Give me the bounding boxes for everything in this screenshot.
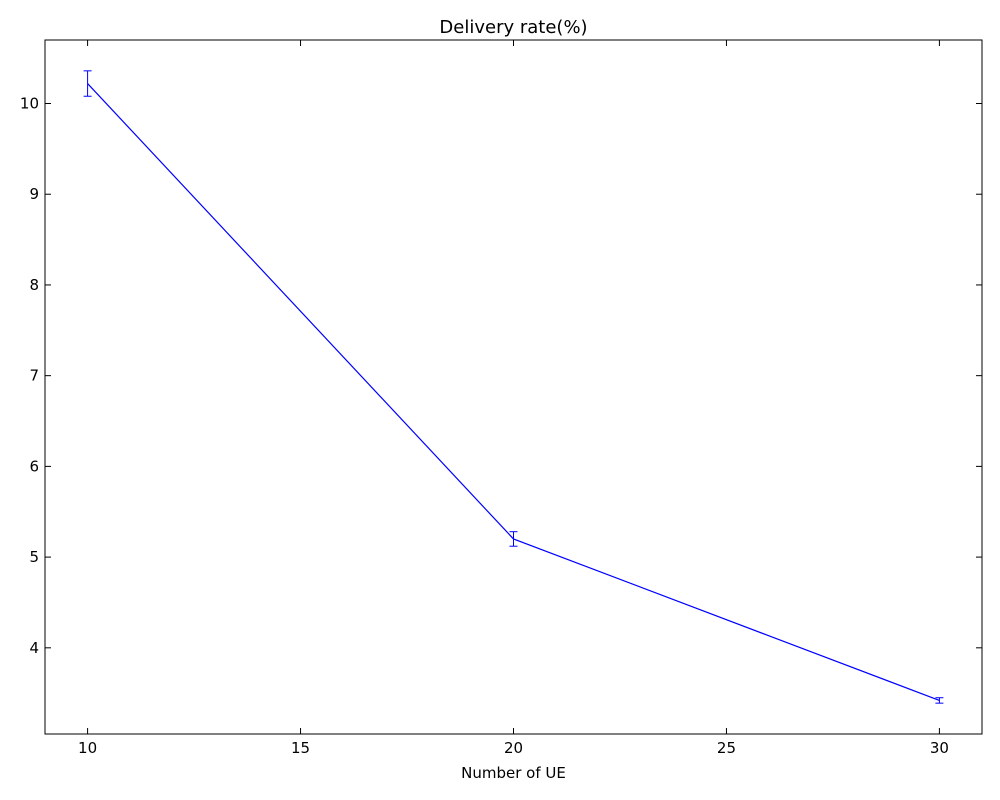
- x-tick-label: 30: [930, 739, 949, 757]
- y-tick-label: 7: [29, 367, 39, 385]
- plot-frame: [44, 39, 983, 735]
- error-bar: [83, 70, 92, 97]
- y-tick-label: 10: [20, 95, 39, 113]
- y-tick-label: 5: [29, 548, 39, 566]
- x-tick-label: 10: [78, 739, 97, 757]
- series-line: [87, 83, 940, 701]
- chart-title: Delivery rate(%): [439, 17, 587, 38]
- error-bar: [509, 531, 518, 547]
- error-bar: [935, 697, 944, 704]
- x-tick-label: 20: [504, 739, 523, 757]
- x-axis-label: Number of UE: [461, 764, 566, 782]
- plot-area: 10 15 20 25 30 4 5 6 7 8 9 10: [20, 39, 983, 757]
- y-tick-label: 6: [29, 457, 39, 475]
- x-tick-label: 15: [291, 739, 310, 757]
- y-tick-label: 8: [29, 276, 39, 294]
- x-tick-label: 25: [717, 739, 736, 757]
- y-tick-label: 4: [29, 639, 39, 657]
- y-tick-label: 9: [29, 185, 39, 203]
